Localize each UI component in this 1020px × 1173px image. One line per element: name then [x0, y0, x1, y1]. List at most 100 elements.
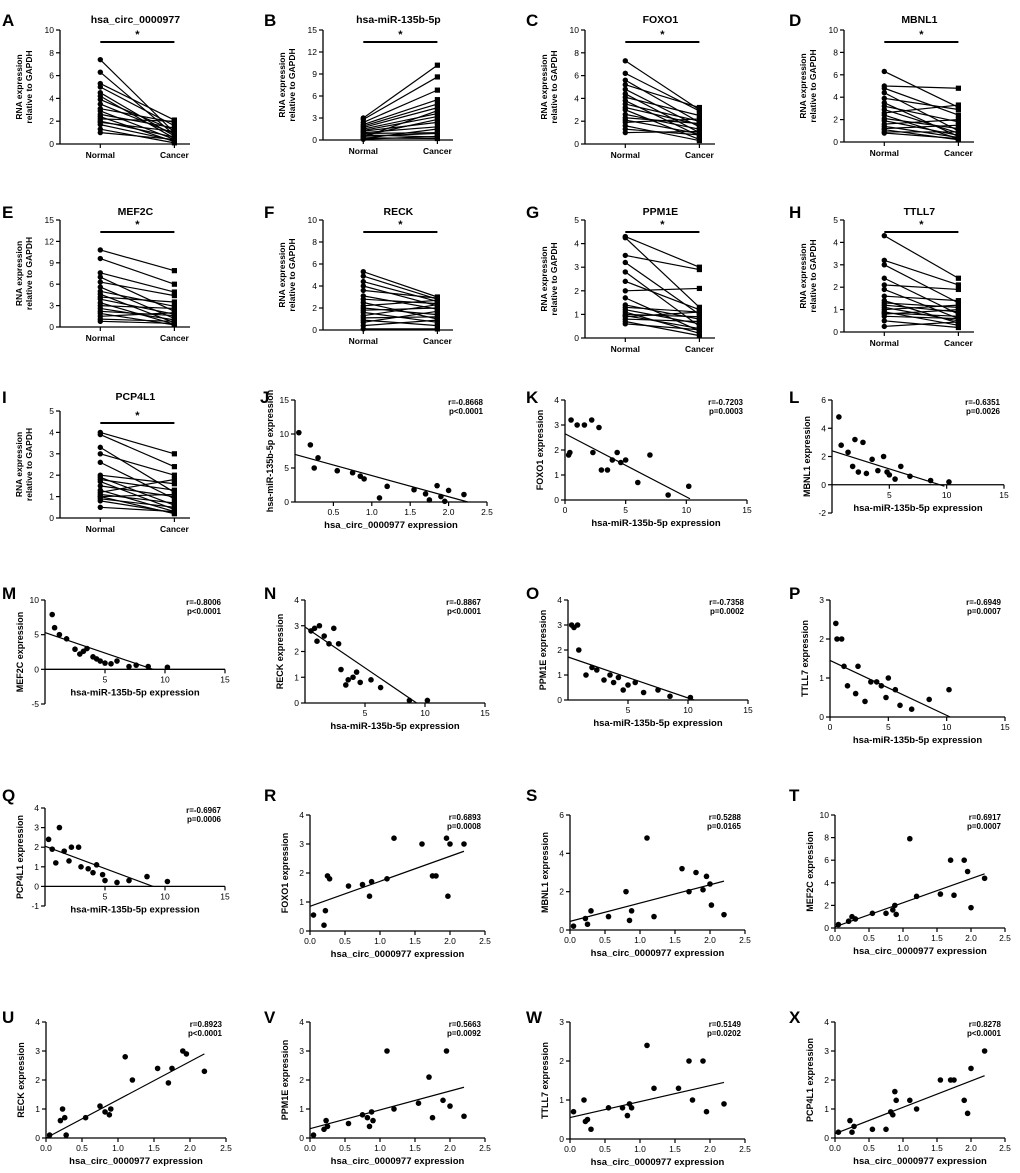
y-tick-label: 10: [30, 595, 40, 605]
panel-title: MEF2C: [118, 206, 154, 218]
y-tick-label: 0: [833, 137, 838, 147]
data-point: [964, 868, 971, 875]
cancer-point: [171, 281, 177, 287]
stat-p-value: p=0.0202: [707, 1029, 742, 1038]
y-tick-label: 3: [294, 621, 299, 631]
cancer-point: [171, 491, 177, 498]
data-point: [56, 824, 63, 831]
cancer-point: [696, 137, 702, 144]
data-point: [860, 439, 866, 446]
pair-line: [625, 84, 700, 109]
y-tick-label: 2: [559, 887, 564, 897]
data-point: [703, 1108, 710, 1115]
pair-line: [625, 106, 700, 126]
data-point: [626, 917, 633, 924]
y-tick-label: 0: [312, 325, 317, 335]
data-point: [632, 679, 638, 686]
data-point: [66, 858, 72, 864]
normal-point: [622, 77, 628, 83]
x-tick-label: 0.0: [304, 936, 316, 946]
cancer-point: [171, 487, 177, 493]
stat-p-value: p<0.0001: [967, 1029, 1002, 1038]
normal-point: [622, 288, 628, 294]
data-point: [324, 1123, 331, 1130]
cancer-point: [696, 314, 702, 320]
regression-line: [304, 626, 417, 704]
data-point: [937, 891, 944, 897]
data-point: [364, 1114, 371, 1121]
x-tick-label: 2.5: [479, 936, 491, 946]
data-point: [441, 498, 448, 505]
cancer-point: [955, 302, 961, 308]
x-tick-label: 10: [942, 722, 952, 732]
data-point: [335, 640, 342, 647]
panel-v: V 0 1 2 3 4 0.0 0.5 1.0 1.5 2.0 2.5 hsa_circ_0000977…: [264, 1008, 491, 1167]
data-point: [75, 844, 82, 850]
significance-star: *: [135, 219, 140, 231]
y-tick-label: 0: [299, 926, 304, 936]
data-point: [590, 449, 596, 456]
y-tick-label: 0: [299, 1133, 304, 1143]
data-point: [315, 455, 321, 461]
pair-line: [884, 97, 959, 111]
data-point: [338, 666, 344, 673]
x-tick-label: 0.0: [829, 933, 841, 943]
cancer-point: [955, 315, 961, 322]
pair-line: [363, 113, 438, 130]
panel-o: O 0 1 2 3 4 5 10 15 hsa-miR-135b-5p expression PPM…: [526, 584, 753, 729]
cancer-point: [434, 101, 440, 107]
stat-p-value: p<0.0001: [187, 607, 222, 616]
pair-line: [100, 453, 175, 476]
x-tick-label: 1.0: [634, 935, 646, 945]
y-axis-label-line2: relative to GAPDH: [549, 50, 559, 123]
pair-line: [100, 318, 175, 322]
stat-r-value: r=0.8278: [969, 1020, 1002, 1029]
significance-star: *: [135, 29, 140, 41]
regression-line: [834, 873, 985, 928]
data-point: [946, 479, 952, 485]
pair-line: [363, 298, 438, 305]
y-axis-label: hsa-miR-135b-5p expression: [265, 390, 275, 513]
data-point: [647, 452, 653, 458]
data-point: [605, 1105, 612, 1111]
y-tick-label: 1: [833, 305, 838, 315]
category-label-normal: Normal: [86, 333, 115, 343]
data-point: [946, 686, 952, 693]
pair-line: [100, 121, 175, 133]
data-point: [429, 1114, 436, 1121]
data-point: [391, 1106, 397, 1112]
pair-line: [100, 312, 175, 317]
y-tick-label: 4: [35, 1017, 40, 1027]
x-axis-label: hsa_circ_0000977 expression: [69, 1156, 203, 1167]
cancer-point: [171, 451, 177, 457]
panel-letter: B: [264, 11, 276, 30]
panel-letter: T: [789, 786, 800, 805]
data-point: [51, 624, 58, 631]
pair-line: [625, 311, 700, 318]
data-point: [655, 687, 661, 693]
data-point: [898, 463, 904, 470]
cancer-point: [696, 285, 702, 292]
data-point: [331, 625, 337, 632]
normal-point: [881, 90, 887, 96]
pair-line: [100, 305, 175, 310]
y-tick-label: 0: [574, 139, 579, 149]
cancer-point: [955, 275, 961, 281]
data-point: [644, 1042, 650, 1049]
data-point: [323, 1117, 329, 1124]
cancer-point: [171, 268, 177, 274]
regression-line: [564, 433, 691, 500]
y-tick-label: 3: [824, 1046, 829, 1056]
panel-title: PPM1E: [643, 206, 679, 218]
data-point: [122, 1054, 128, 1060]
normal-point: [360, 287, 366, 294]
data-point: [913, 893, 920, 900]
data-point: [350, 674, 356, 681]
y-tick-label: 8: [833, 47, 838, 57]
data-point: [391, 835, 397, 841]
y-axis-label-line1: RNA expression: [539, 246, 549, 311]
pair-line: [362, 64, 438, 119]
pair-line: [884, 304, 959, 311]
data-point: [620, 687, 626, 693]
pair-line: [625, 306, 700, 313]
